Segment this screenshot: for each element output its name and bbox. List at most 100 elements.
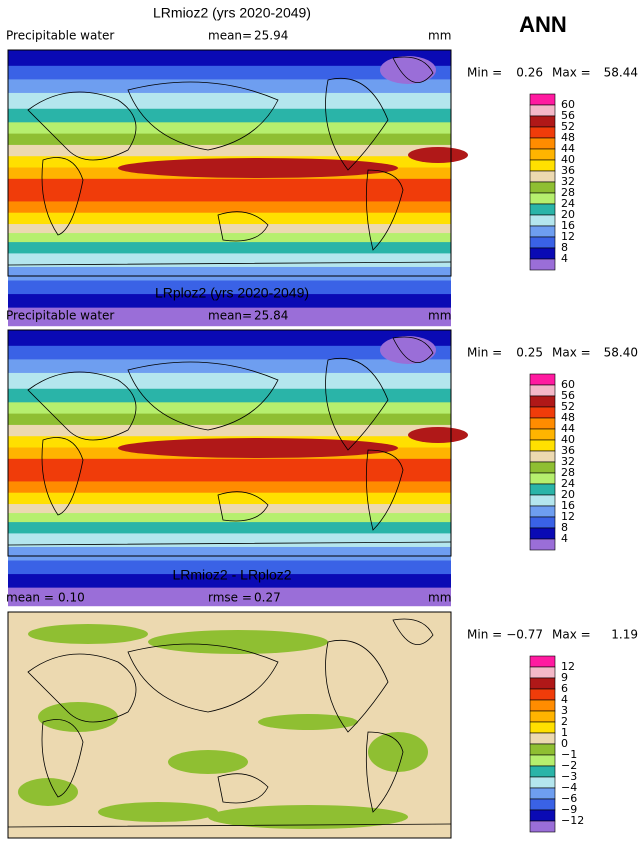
min-label: Min = — [467, 628, 502, 642]
colorbar-box — [529, 798, 556, 811]
colorbar-label: 44 — [561, 422, 575, 435]
field-band — [8, 513, 451, 523]
max-value: 58.40 — [604, 346, 638, 360]
colorbar-box — [529, 710, 556, 723]
field-band — [8, 587, 451, 607]
colorbar-label: 32 — [561, 455, 575, 468]
max-value: 58.44 — [604, 66, 638, 80]
colorbar-label: 16 — [561, 219, 575, 232]
max-value: 1.19 — [611, 628, 638, 642]
colorbar-label: 9 — [561, 671, 568, 684]
field-band — [8, 546, 451, 562]
colorbar-box — [529, 148, 556, 161]
colorbar-label: 2 — [561, 715, 568, 728]
colorbar-box — [529, 170, 556, 183]
colorbar-label: −9 — [561, 803, 577, 816]
colorbar-box — [529, 137, 556, 150]
colorbar-box — [529, 666, 556, 679]
field-patch — [368, 732, 428, 772]
colorbar-box — [529, 192, 556, 205]
colorbar-box — [529, 126, 556, 139]
colorbar-box — [529, 406, 556, 419]
colorbar-box — [529, 203, 556, 216]
coastline — [7, 336, 452, 546]
field-band — [8, 280, 451, 295]
stat-label: rmse = — [208, 591, 252, 605]
colorbar-label: 28 — [561, 186, 575, 199]
min-label: Min = — [467, 346, 502, 360]
colorbar-label: 44 — [561, 142, 575, 155]
colorbar-label: 0 — [561, 737, 568, 750]
colorbar-label: 28 — [561, 466, 575, 479]
colorbar-box — [529, 538, 556, 551]
min-value: 0.25 — [516, 346, 543, 360]
map — [7, 329, 468, 607]
coastline — [7, 618, 452, 828]
colorbar-box — [529, 776, 556, 789]
max-label: Max = — [552, 346, 591, 360]
colorbar-box — [529, 461, 556, 474]
field-band — [8, 92, 451, 110]
colorbar-label: −4 — [561, 781, 577, 794]
colorbar-label: −2 — [561, 759, 577, 772]
field-band — [8, 178, 451, 202]
field-band — [8, 122, 451, 135]
colorbar-box — [529, 820, 556, 833]
colorbar-label: 40 — [561, 153, 575, 166]
colorbar-label: 4 — [561, 532, 568, 545]
colorbar-label: 60 — [561, 378, 575, 391]
field-band — [8, 253, 451, 268]
colorbar-label: −3 — [561, 770, 577, 783]
field-band — [8, 224, 451, 234]
stat-label: mean= — [208, 309, 252, 323]
field-band — [8, 492, 451, 505]
stat-label: mean= — [208, 29, 252, 43]
units: mm — [428, 29, 451, 43]
field-band — [8, 413, 451, 426]
colorbar-label: 48 — [561, 131, 575, 144]
colorbar-box — [529, 395, 556, 408]
field-cap — [380, 336, 436, 364]
panel-title: LRmioz2 - LRploz2 — [172, 567, 291, 583]
colorbar-label: −1 — [561, 748, 577, 761]
colorbar-label: −6 — [561, 792, 577, 805]
colorbar-box — [529, 93, 556, 106]
colorbar-box — [529, 181, 556, 194]
field-band — [8, 522, 451, 534]
colorbar-box — [529, 677, 556, 690]
field-patch — [258, 714, 358, 730]
field-band — [8, 307, 451, 327]
colorbar-label: 12 — [561, 510, 575, 523]
colorbar-box — [529, 104, 556, 117]
map-frame — [7, 49, 452, 277]
field-core — [408, 147, 468, 163]
field-patch — [168, 750, 248, 774]
stat-value: 0.27 — [254, 591, 281, 605]
colorbar-box — [529, 527, 556, 540]
panel-title: LRploz2 (yrs 2020-2049) — [155, 285, 309, 301]
colorbar-label: 8 — [561, 521, 568, 534]
colorbar-box — [529, 428, 556, 441]
colorbar-label: 20 — [561, 488, 575, 501]
colorbar-label: 3 — [561, 704, 568, 717]
colorbar-box — [529, 450, 556, 463]
field-band — [8, 504, 451, 514]
colorbar-box — [529, 472, 556, 485]
field-band — [8, 212, 451, 225]
field-band — [8, 574, 451, 589]
field-patch — [38, 702, 118, 732]
colorbar-box — [529, 236, 556, 249]
colorbar-box — [529, 214, 556, 227]
field-band — [8, 458, 451, 482]
field-patch — [28, 624, 148, 644]
colorbar-box — [529, 483, 556, 496]
field-band — [8, 144, 451, 157]
colorbar-label: 48 — [561, 411, 575, 424]
max-label: Max = — [552, 66, 591, 80]
min-value: −0.77 — [506, 628, 543, 642]
map — [7, 611, 452, 839]
colorbar-label: 1 — [561, 726, 568, 739]
colorbar-label: 4 — [561, 693, 568, 706]
field-band — [8, 65, 451, 80]
colorbar-box — [529, 384, 556, 397]
